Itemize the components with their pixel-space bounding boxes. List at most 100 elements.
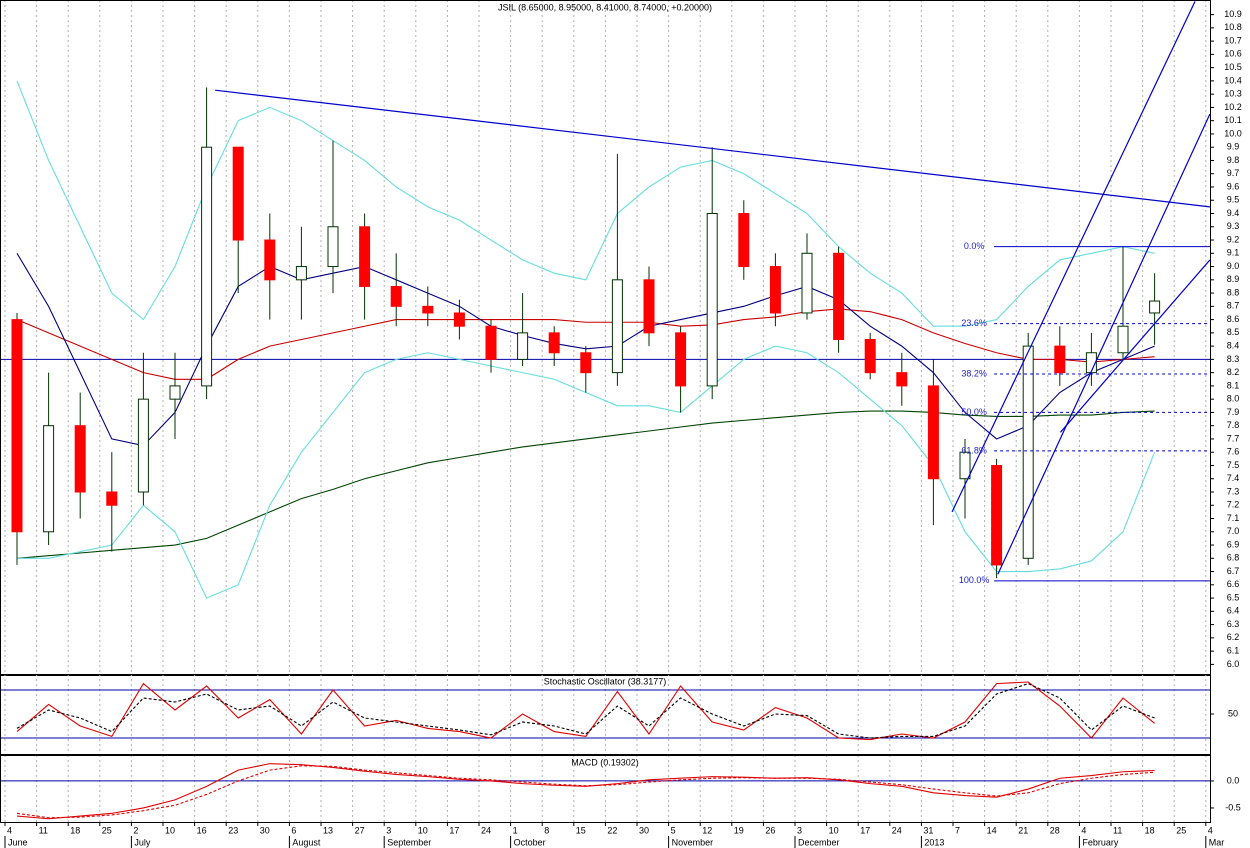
candle-body	[991, 464, 1003, 566]
x-tick-label: 2	[133, 825, 138, 835]
x-tick-label: 27	[355, 825, 365, 835]
candle-body	[611, 279, 623, 374]
candle-body	[359, 226, 371, 287]
x-tick-label: 24	[892, 825, 902, 835]
candle-body	[580, 352, 592, 374]
x-tick-label: 14	[987, 825, 997, 835]
candle-body	[453, 312, 465, 327]
y-tick-label: 7.7	[1227, 433, 1240, 443]
candle-body	[833, 252, 845, 340]
y-tick-label: 7.4	[1227, 473, 1240, 483]
y-tick-label: 7.8	[1227, 420, 1240, 430]
y-tick-label: 7.0	[1227, 526, 1240, 536]
indicator-line	[16, 765, 1155, 819]
y-tick-label: 8.6	[1227, 314, 1240, 324]
x-tick-label: 22	[607, 825, 617, 835]
panel-title: JSIL (8.65000, 8.95000, 8.41000, 8.74000…	[498, 2, 712, 12]
candle-body	[769, 266, 781, 314]
y-tick-label: 9.7	[1227, 168, 1240, 178]
panel	[0, 674, 1210, 754]
y-tick-label: 10.7	[1224, 35, 1242, 45]
y-tick-label: 50	[1228, 708, 1238, 718]
y-tick-label: 0.0	[1227, 775, 1240, 785]
x-tick-label: 13	[323, 825, 333, 835]
x-tick-label: 16	[197, 825, 207, 835]
y-tick-label: 7.2	[1227, 500, 1240, 510]
x-tick-label: 10	[165, 825, 175, 835]
candle-body	[327, 226, 339, 268]
y-tick-label: 6.9	[1227, 539, 1240, 549]
panel	[0, 755, 1210, 822]
month-label: September	[387, 837, 431, 847]
trendline	[1059, 259, 1210, 433]
y-tick-label: 9.2	[1227, 234, 1240, 244]
candle-body	[390, 285, 402, 307]
y-tick-label: 6.7	[1227, 566, 1240, 576]
fib-label: 38.2%	[961, 368, 987, 378]
month-label: December	[798, 837, 840, 847]
candle-body	[864, 338, 876, 374]
x-tick-label: 17	[860, 825, 870, 835]
x-tick-label: 11	[39, 825, 48, 835]
indicator-line	[16, 683, 1155, 739]
candle-body	[548, 332, 560, 354]
y-tick-label: 9.6	[1227, 181, 1240, 191]
x-tick-label: 8	[544, 825, 549, 835]
y-tick-label: 6.1	[1227, 646, 1240, 656]
x-tick-label: 10	[829, 825, 839, 835]
fib-label: 100.0%	[959, 575, 990, 585]
trendline	[951, 1, 1196, 513]
candle-body	[801, 252, 813, 314]
y-tick-label: 8.8	[1227, 287, 1240, 297]
y-tick-label: 8.1	[1227, 380, 1240, 390]
candle-body	[295, 266, 307, 281]
y-tick-label: 8.7	[1227, 301, 1240, 311]
y-tick-label: 10.4	[1224, 75, 1242, 85]
x-tick-label: 28	[1050, 825, 1060, 835]
y-tick-label: 10.9	[1224, 9, 1242, 19]
panel: 0.0% 23.6% 38.2% 50.0% 61.8% 100.0%	[0, 0, 1210, 675]
month-label: August	[292, 837, 321, 847]
x-tick-label: 18	[1145, 825, 1155, 835]
candle-body	[675, 332, 687, 387]
candle-body	[517, 332, 529, 360]
x-tick-label: 10	[418, 825, 428, 835]
candle-body	[1149, 300, 1161, 314]
y-tick-label: 8.9	[1227, 274, 1240, 284]
x-tick-label: 19	[734, 825, 744, 835]
candle-body	[706, 213, 718, 387]
candle-body	[643, 279, 655, 334]
x-tick-label: 7	[955, 825, 960, 835]
x-tick-label: 23	[228, 825, 238, 835]
candle-body	[738, 213, 750, 268]
month-label: February	[1082, 837, 1119, 847]
y-tick-label: 9.8	[1227, 155, 1240, 165]
y-tick-label: 9.0	[1227, 261, 1240, 271]
y-tick-label: 6.5	[1227, 592, 1240, 602]
y-tick-label: 8.4	[1227, 340, 1240, 350]
x-tick-label: 30	[260, 825, 270, 835]
x-tick-label: 25	[1176, 825, 1186, 835]
x-tick-label: 3	[386, 825, 391, 835]
fib-label: 61.8%	[961, 445, 987, 455]
indicator-line	[16, 410, 1155, 559]
y-tick-label: 10.3	[1224, 89, 1242, 99]
y-tick-label: 9.4	[1227, 208, 1240, 218]
y-tick-label: 7.3	[1227, 486, 1240, 496]
month-label: November	[672, 837, 714, 847]
candle-body	[422, 305, 434, 314]
y-tick-label: 8.0	[1227, 394, 1240, 404]
candle-body	[927, 385, 939, 480]
y-tick-label: 9.5	[1227, 195, 1240, 205]
x-tick-label: 25	[102, 825, 112, 835]
y-tick-label: 7.1	[1227, 513, 1240, 523]
panel-title: MACD (0.19302)	[571, 757, 639, 767]
x-tick-label: 24	[481, 825, 491, 835]
month-label: Mar	[1209, 837, 1225, 847]
x-tick-label: 4	[1081, 825, 1086, 835]
y-tick-label: 10.6	[1224, 49, 1242, 59]
y-tick-label: -0.5	[1225, 802, 1241, 812]
x-tick-label: 21	[1018, 825, 1028, 835]
candle-body	[1117, 325, 1129, 354]
candle-body	[43, 425, 55, 533]
